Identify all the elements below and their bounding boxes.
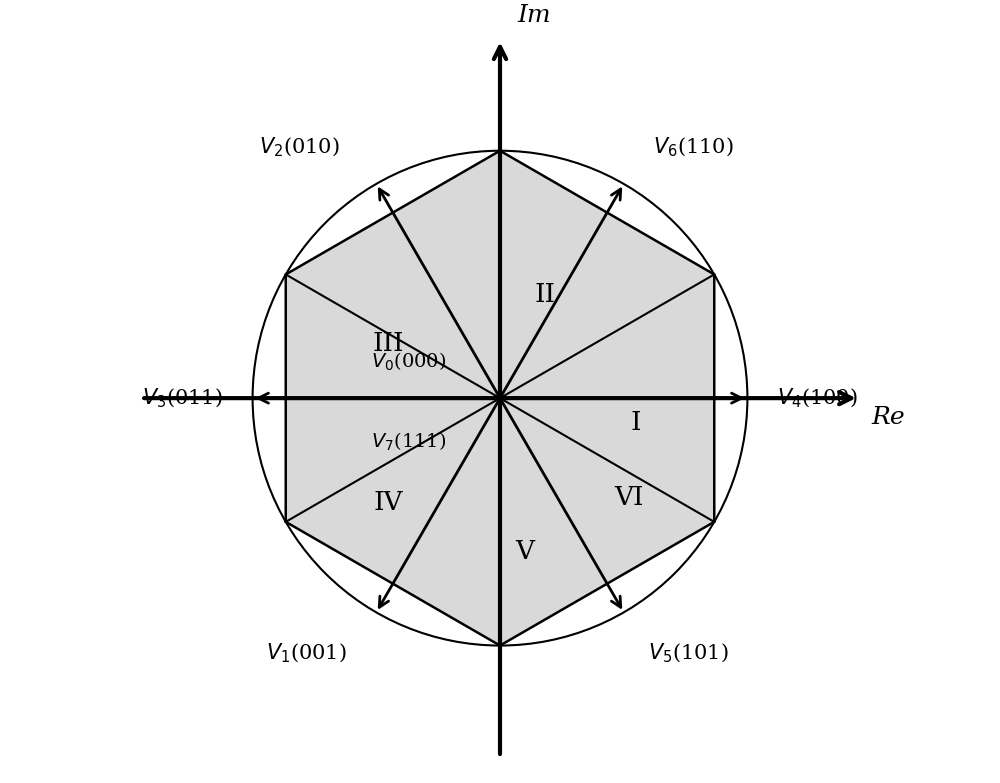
Text: $V_1$(001): $V_1$(001) (266, 642, 347, 666)
Text: IV: IV (374, 489, 403, 514)
Text: $V_0$(000): $V_0$(000) (371, 351, 447, 373)
Text: $V_5$(101): $V_5$(101) (648, 642, 729, 666)
Text: Re: Re (871, 406, 905, 428)
Text: $V_2$(010): $V_2$(010) (259, 136, 339, 159)
Text: I: I (631, 410, 641, 435)
Text: $V_3$(011): $V_3$(011) (142, 387, 223, 410)
Text: $V_4$(100): $V_4$(100) (777, 387, 858, 410)
Text: III: III (373, 331, 404, 356)
Text: Im: Im (517, 4, 551, 27)
Text: $V_7$(111): $V_7$(111) (371, 431, 447, 453)
Text: V: V (515, 539, 534, 564)
Text: II: II (534, 282, 555, 307)
Polygon shape (286, 151, 714, 645)
Text: VI: VI (614, 485, 643, 510)
Text: $V_6$(110): $V_6$(110) (653, 136, 734, 159)
